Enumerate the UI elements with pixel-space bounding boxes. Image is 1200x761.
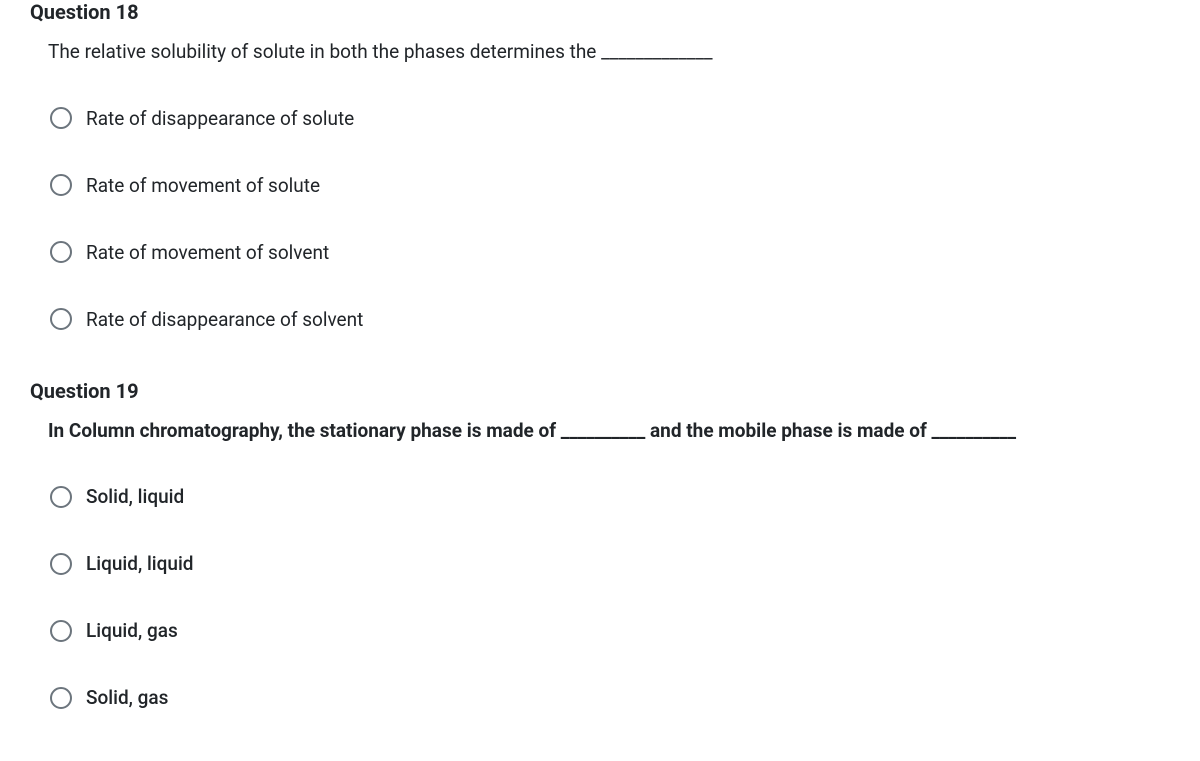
radio-icon [50, 174, 72, 196]
option-label: Liquid, gas [86, 619, 178, 642]
radio-icon [50, 308, 72, 330]
options-list: Rate of disappearance of solute Rate of … [50, 107, 1170, 331]
option-label: Rate of movement of solute [86, 174, 320, 197]
option-row[interactable]: Rate of disappearance of solvent [50, 308, 1170, 331]
option-label: Solid, gas [86, 686, 168, 709]
option-label: Rate of disappearance of solvent [86, 308, 363, 331]
option-label: Solid, liquid [86, 485, 184, 508]
option-row[interactable]: Liquid, liquid [50, 552, 1170, 575]
radio-icon [50, 553, 72, 575]
question-text: The relative solubility of solute in bot… [48, 38, 1170, 67]
question-title: Question 19 [30, 379, 1170, 403]
radio-icon [50, 620, 72, 642]
option-row[interactable]: Rate of movement of solvent [50, 241, 1170, 264]
option-label: Liquid, liquid [86, 552, 194, 575]
option-row[interactable]: Rate of movement of solute [50, 174, 1170, 197]
option-row[interactable]: Solid, liquid [50, 485, 1170, 508]
option-row[interactable]: Rate of disappearance of solute [50, 107, 1170, 130]
option-row[interactable]: Liquid, gas [50, 619, 1170, 642]
radio-icon [50, 687, 72, 709]
question-18: Question 18 The relative solubility of s… [30, 0, 1170, 331]
option-row[interactable]: Solid, gas [50, 686, 1170, 709]
option-label: Rate of disappearance of solute [86, 107, 354, 130]
radio-icon [50, 241, 72, 263]
options-list: Solid, liquid Liquid, liquid Liquid, gas… [50, 485, 1170, 709]
question-text: In Column chromatography, the stationary… [48, 417, 1170, 446]
radio-icon [50, 107, 72, 129]
option-label: Rate of movement of solvent [86, 241, 329, 264]
radio-icon [50, 486, 72, 508]
question-title: Question 18 [30, 0, 1170, 24]
question-19: Question 19 In Column chromatography, th… [30, 379, 1170, 710]
